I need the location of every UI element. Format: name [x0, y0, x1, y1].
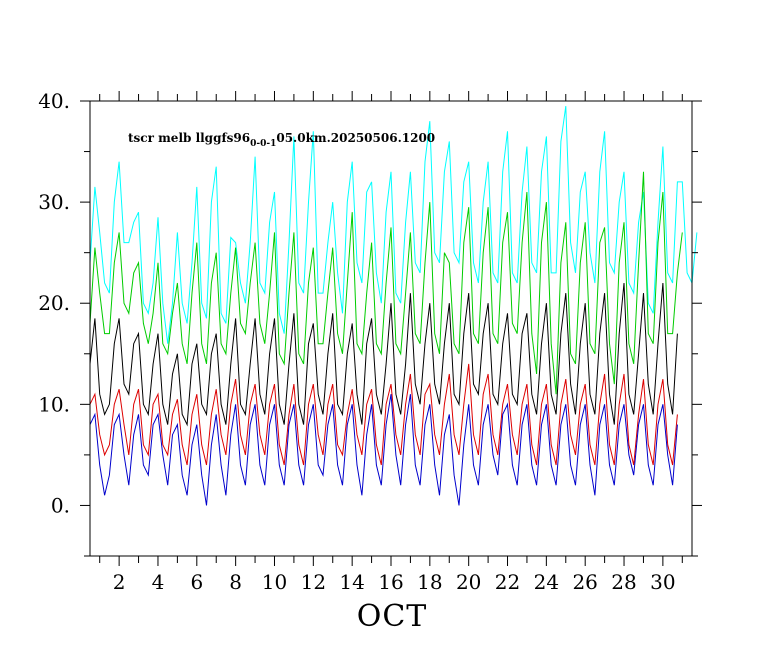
x-axis-label: OCT — [357, 599, 428, 634]
y-tick-label: 30. — [38, 190, 70, 214]
x-axis: 2 4 6 8 10 12 14 16 18 20 22 24 26 28 30 — [99, 91, 683, 594]
x-tick-label: 16 — [378, 570, 403, 594]
y-tick-label: 40. — [38, 89, 70, 113]
y-axis: 0. 10. 20. 30. 40. — [38, 89, 702, 557]
series-line-5 — [89, 394, 678, 506]
series-line-4 — [89, 363, 678, 466]
plot-frame — [89, 100, 693, 557]
x-tick-label: 8 — [229, 570, 242, 594]
x-tick-label: 2 — [113, 570, 126, 594]
x-tick-label: 28 — [611, 570, 636, 594]
title-main: tscr melb llggfs96 — [128, 131, 250, 145]
x-tick-label: 22 — [495, 570, 520, 594]
x-tick-label: 4 — [152, 570, 165, 594]
series-line-1 — [89, 106, 698, 344]
x-tick-label: 12 — [301, 570, 326, 594]
title-subscript: 0-0-1 — [250, 139, 276, 149]
y-tick-label: 10. — [38, 392, 70, 416]
y-tick-label: 0. — [51, 493, 70, 517]
x-tick-label: 26 — [572, 570, 597, 594]
x-tick-label: 10 — [262, 570, 287, 594]
series-line-2 — [89, 171, 683, 395]
x-tick-label: 20 — [456, 570, 481, 594]
series-lines — [89, 106, 698, 506]
x-tick-label: 6 — [190, 570, 203, 594]
x-tick-label: 24 — [534, 570, 559, 594]
x-tick-label: 14 — [339, 570, 364, 594]
x-tick-label: 30 — [650, 570, 675, 594]
series-line-3 — [89, 282, 678, 427]
y-tick-label: 20. — [38, 291, 70, 315]
chart-title: tscr melb llggfs960-0-105.0km.20250506.1… — [128, 131, 435, 149]
x-tick-label: 18 — [417, 570, 442, 594]
title-rest: 05.0km.20250506.1200 — [276, 131, 435, 145]
